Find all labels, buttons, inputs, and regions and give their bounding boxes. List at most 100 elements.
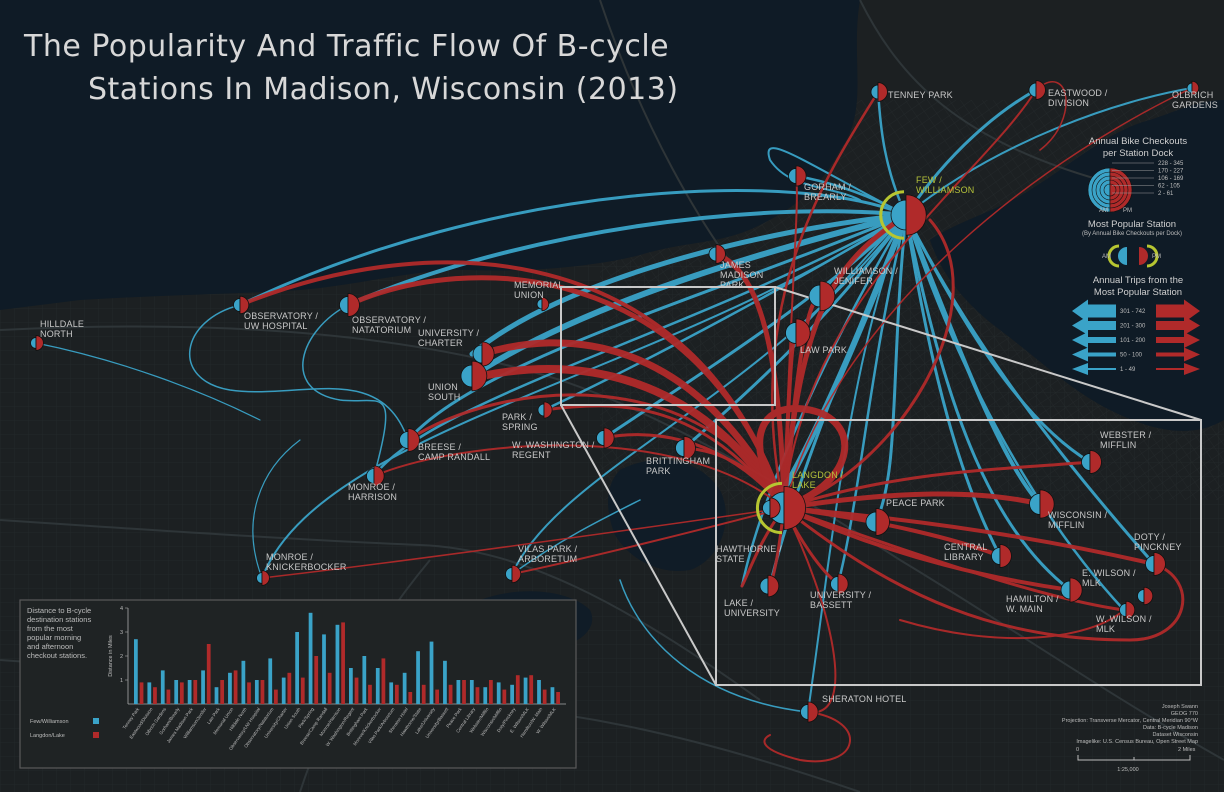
legend-pm-arrow [1156,299,1200,323]
station-univ_bassett[interactable] [830,573,849,595]
station-peace[interactable] [865,508,890,536]
station-lake_univ[interactable] [759,574,780,598]
station-hamilton[interactable] [1060,577,1083,603]
station-wis_mifflin[interactable] [1029,489,1055,519]
legend-checkouts-title-2: per Station Dock [1103,148,1173,159]
station-am-half [1145,555,1155,573]
station-label-w_wilson: W. WILSON / MLK [1096,614,1152,634]
station-label-brittingham: BRITTINGHAM PARK [646,456,710,476]
station-hawthorne[interactable] [762,497,781,519]
station-pm-half [783,485,806,531]
station-label-line: PARK [720,280,745,290]
chart-desc-line-3: popular morning [27,633,81,642]
station-james[interactable] [708,244,726,264]
station-label-line: GARDENS [1172,100,1218,110]
station-am-half [865,511,877,533]
station-vilas[interactable] [505,564,522,584]
station-pm-half [683,436,696,460]
station-pm-half [819,280,836,312]
station-label-line: PEACE PARK [886,498,945,508]
station-label-line: UNIVERSITY [724,608,780,618]
station-doty[interactable] [1145,552,1166,576]
station-olbrich[interactable] [1186,80,1200,96]
chart-bar-am [362,656,367,704]
station-washington[interactable] [596,427,615,449]
station-pm-half [1191,80,1200,96]
station-w_wilson[interactable] [1119,600,1136,620]
station-label-obs_nat: OBSERVATORY / NATATORIUM [352,315,426,335]
station-hilldale[interactable] [30,335,44,351]
station-memorial[interactable] [536,296,550,312]
chart-bar-pm [341,622,345,704]
station-label-line: SOUTH [428,392,461,402]
station-pm-half [239,295,250,315]
station-label-line: DIVISION [1048,98,1089,108]
legend-popular: Most Popular Station (By Annual Bike Che… [1082,219,1182,268]
chart-bar-pm [354,677,359,704]
station-williamson[interactable] [808,280,836,312]
station-label-line: SPRING [502,422,538,432]
station-label-line: LIBRARY [944,552,984,562]
station-label-gorham: GORHAM / BREARLY [804,182,851,202]
legend-popular-am: AM [1102,254,1111,260]
station-label-e_wilson: E. WILSON / MLK [1082,568,1136,588]
legend-class-3: 62 - 105 [1158,184,1181,190]
station-union_south[interactable] [460,360,488,392]
station-label-line: HILLDALE [40,319,84,329]
station-monroe_harrison[interactable] [366,465,385,487]
chart-bar-pm [247,682,251,704]
station-label-line: HAWTHORNE / [716,544,782,554]
chart-bar-am [335,624,340,704]
station-pm-half [795,165,807,187]
station-obs_nat[interactable] [339,293,360,317]
station-label-line: MIFFLIN [1048,520,1084,530]
credit-imagery: Imagelike: U.S. Census Bureau, Open Stre… [1076,739,1198,745]
station-label-line: LAW PARK [800,345,847,355]
station-park_spring[interactable] [537,401,553,419]
station-pm-half [1089,450,1102,474]
station-charter[interactable] [472,341,495,367]
station-few[interactable] [879,190,927,240]
station-webster[interactable] [1081,450,1102,474]
station-eastwood[interactable] [1028,80,1046,100]
station-label-lawpark: LAW PARK [800,345,847,355]
scale-bar [1077,755,1191,761]
station-label-line: STATE [716,554,745,564]
legend-class-0: 228 - 345 [1158,161,1184,167]
station-tenney[interactable] [870,82,888,102]
chart-bar-pm [408,692,413,704]
chart-bar-am [523,677,528,704]
station-central[interactable] [991,544,1012,568]
station-gorham[interactable] [788,165,807,187]
chart-bar-pm [381,658,386,704]
inset-frames [560,286,1202,686]
station-label-washington: W. WASHINGTON / REGENT [512,440,595,460]
station-pm-half [481,341,495,367]
station-e_wilson[interactable] [1137,586,1154,606]
chart-desc-line-1: destination stations [27,615,91,624]
station-lawpark[interactable] [785,318,811,348]
station-monroe_knick[interactable] [256,570,270,586]
station-obs_uw[interactable] [233,295,250,315]
chart-bar-am [456,680,461,704]
legend-class-1: 170 - 227 [1158,169,1184,175]
station-label-vilas: VILAS PARK / ARBORETUM [518,544,578,564]
scale-right: 2 Miles [1178,747,1196,753]
station-label-line: HARRISON [348,492,397,502]
chart-bar-pm [475,687,480,704]
station-pm-half [999,544,1012,568]
station-am-half [472,344,483,364]
station-pm-half [347,293,360,317]
station-label-webster: WEBSTER / MIFFLIN [1100,430,1152,450]
chart-bar-am [187,680,192,704]
station-label-line: LAKE / [724,598,754,608]
station-breese[interactable] [399,428,420,452]
station-symbols [30,80,1200,723]
station-pm-half [767,574,780,598]
station-sheraton[interactable] [800,701,819,723]
station-label-eastwood: EASTWOOD / DIVISION [1048,88,1108,108]
station-label-line: UW HOSPITAL [244,321,308,331]
station-label-central: CENTRAL LIBRARY [944,542,987,562]
station-brittingham[interactable] [675,436,696,460]
station-pm-half [541,296,550,312]
